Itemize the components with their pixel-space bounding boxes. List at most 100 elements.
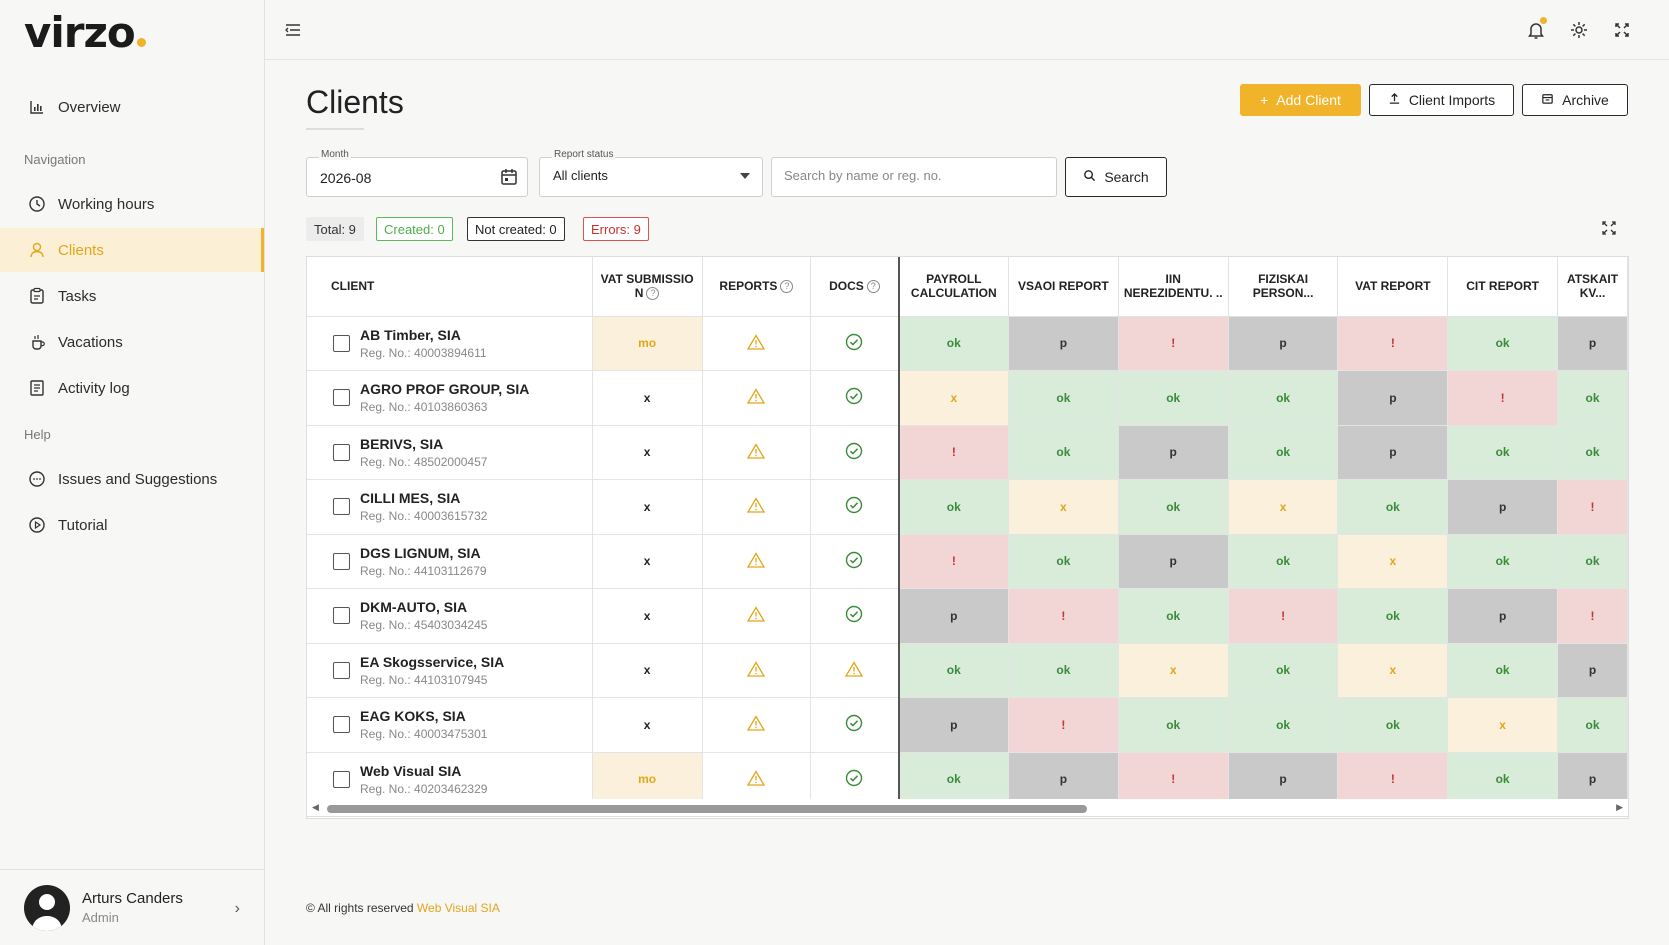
report-status-cell[interactable]: p: [1337, 425, 1449, 480]
search-field[interactable]: [771, 157, 1057, 197]
clients-table-container[interactable]: CLIENT VAT SUBMISSIO N? REPORTS? DOCS? P…: [306, 256, 1629, 819]
col-header-client[interactable]: CLIENT: [307, 257, 593, 317]
row-checkbox[interactable]: [333, 552, 350, 570]
table-row[interactable]: EA Skogsservice, SIA Reg. No.: 4410310794…: [307, 643, 1628, 698]
report-status-cell[interactable]: p: [1118, 534, 1229, 589]
report-status-cell[interactable]: ok: [898, 643, 1010, 698]
client-cell[interactable]: CILLI MES, SIA Reg. No.: 40003615732: [307, 479, 593, 535]
help-icon[interactable]: ?: [646, 287, 660, 301]
gear-icon[interactable]: [1568, 19, 1590, 41]
horizontal-scrollbar[interactable]: ◀ ▶: [306, 799, 1629, 817]
client-name[interactable]: Web Visual SIA: [360, 762, 462, 779]
col-header-atskait[interactable]: ATSKAIT KV...: [1557, 257, 1628, 317]
expand-table-icon[interactable]: [1601, 220, 1617, 236]
chevron-right-icon[interactable]: ›: [234, 900, 240, 917]
row-checkbox[interactable]: [333, 334, 350, 352]
report-status-cell[interactable]: ok: [1118, 588, 1229, 644]
footer-link[interactable]: Web Visual SIA: [416, 901, 500, 915]
check-circle-icon[interactable]: [845, 769, 863, 790]
client-cell[interactable]: BERIVS, SIA Reg. No.: 48502000457: [307, 425, 593, 480]
report-status-cell[interactable]: !: [898, 425, 1010, 480]
client-cell[interactable]: EAG KOKS, SIA Reg. No.: 40003475301: [307, 697, 593, 753]
col-header-vsaoi[interactable]: VSAOI REPORT: [1008, 257, 1119, 317]
report-status-cell[interactable]: !: [898, 534, 1010, 589]
report-status-cell[interactable]: p: [1447, 479, 1558, 535]
report-status-cell[interactable]: !: [1447, 370, 1558, 426]
check-circle-icon[interactable]: [845, 442, 863, 463]
row-checkbox[interactable]: [333, 607, 350, 625]
sidebar-item-issues[interactable]: Issues and Suggestions: [0, 457, 264, 501]
report-status-cell[interactable]: p: [1557, 643, 1628, 698]
client-name[interactable]: EAG KOKS, SIA: [360, 708, 466, 725]
client-name[interactable]: BERIVS, SIA: [360, 435, 444, 452]
warning-icon[interactable]: [747, 442, 766, 462]
col-header-payroll[interactable]: PAYROLL CALCULATION: [898, 257, 1010, 317]
client-cell[interactable]: DGS LIGNUM, SIA Reg. No.: 44103112679: [307, 534, 593, 589]
report-status-cell[interactable]: ok: [1228, 697, 1339, 753]
warning-icon[interactable]: [747, 497, 766, 516]
vat-submission-cell[interactable]: x: [592, 479, 703, 535]
report-status-cell[interactable]: p: [1228, 316, 1339, 371]
row-checkbox[interactable]: [333, 389, 350, 407]
report-status-cell[interactable]: ok: [1337, 479, 1449, 535]
warning-icon[interactable]: [845, 660, 864, 680]
sidebar-item-vacations[interactable]: Vacations: [0, 320, 264, 364]
report-status-cell[interactable]: ok: [1447, 425, 1558, 480]
report-status-cell[interactable]: ok: [1118, 697, 1229, 753]
report-status-cell[interactable]: !: [1557, 479, 1628, 535]
report-status-cell[interactable]: ok: [1008, 370, 1119, 426]
docs-cell[interactable]: [810, 534, 900, 589]
client-imports-button[interactable]: Client Imports: [1369, 84, 1514, 116]
report-status-cell[interactable]: ok: [1557, 425, 1628, 480]
client-name[interactable]: DGS LIGNUM, SIA: [360, 544, 481, 561]
report-status-cell[interactable]: x: [1118, 643, 1229, 698]
report-status-cell[interactable]: x: [1447, 697, 1558, 753]
row-checkbox[interactable]: [333, 498, 350, 516]
client-cell[interactable]: AGRO PROF GROUP, SIA Reg. No.: 4010386036…: [307, 370, 593, 426]
scroll-right-icon[interactable]: ▶: [1616, 802, 1623, 812]
col-header-fiziskai[interactable]: FIZISKAI PERSON...: [1228, 257, 1339, 317]
report-status-cell[interactable]: ok: [1447, 643, 1558, 698]
search-input[interactable]: [784, 168, 1044, 183]
sidebar-item-working-hours[interactable]: Working hours: [0, 182, 264, 226]
client-name[interactable]: CILLI MES, SIA: [360, 490, 461, 507]
row-checkbox[interactable]: [333, 770, 350, 788]
sidebar-item-clients[interactable]: Clients: [0, 228, 264, 272]
table-row[interactable]: AB Timber, SIA Reg. No.: 40003894611 mo ok p…: [307, 316, 1628, 371]
client-cell[interactable]: AB Timber, SIA Reg. No.: 40003894611: [307, 316, 593, 371]
warning-icon[interactable]: [747, 715, 766, 734]
table-row[interactable]: BERIVS, SIA Reg. No.: 48502000457 x! ok p ok p…: [307, 425, 1628, 480]
report-status-cell[interactable]: x: [1337, 534, 1449, 589]
col-header-docs[interactable]: DOCS?: [810, 257, 900, 317]
client-name[interactable]: AGRO PROF GROUP, SIA: [360, 381, 530, 398]
search-button[interactable]: Search: [1065, 157, 1167, 197]
warning-icon[interactable]: [747, 769, 766, 789]
report-status-cell[interactable]: ok: [1228, 643, 1339, 698]
help-icon[interactable]: ?: [780, 280, 794, 294]
reports-cell[interactable]: [702, 588, 812, 644]
report-status-cell[interactable]: ok: [1447, 534, 1558, 589]
fullscreen-icon[interactable]: [1611, 19, 1633, 41]
sidebar-item-tutorial[interactable]: Tutorial: [0, 503, 264, 547]
check-circle-icon[interactable]: [845, 388, 863, 408]
vat-submission-cell[interactable]: x: [592, 425, 703, 480]
report-status-cell[interactable]: x: [1228, 479, 1339, 535]
scroll-left-icon[interactable]: ◀: [312, 802, 319, 812]
vat-submission-cell[interactable]: x: [592, 370, 703, 426]
report-status-cell[interactable]: !: [1008, 588, 1119, 644]
warning-icon[interactable]: [747, 551, 766, 571]
reports-cell[interactable]: [702, 534, 812, 589]
table-row[interactable]: Web Visual SIA Reg. No.: 40203462329 mo ok p…: [307, 752, 1628, 807]
docs-cell[interactable]: [810, 425, 900, 480]
month-picker[interactable]: Month 2026-08: [306, 149, 528, 197]
table-row[interactable]: DGS LIGNUM, SIA Reg. No.: 44103112679 x! ok…: [307, 534, 1628, 589]
client-name[interactable]: EA Skogsservice, SIA: [360, 653, 505, 670]
report-status-cell[interactable]: p: [898, 697, 1010, 753]
vat-submission-cell[interactable]: x: [592, 697, 703, 753]
table-row[interactable]: CILLI MES, SIA Reg. No.: 40003615732 x ok x o…: [307, 479, 1628, 535]
report-status-cell[interactable]: p: [1118, 425, 1229, 480]
archive-button[interactable]: Archive: [1522, 84, 1628, 116]
report-status-cell[interactable]: ok: [1228, 425, 1339, 480]
report-status-cell[interactable]: ok: [1228, 370, 1339, 426]
report-status-cell[interactable]: ok: [898, 479, 1010, 535]
